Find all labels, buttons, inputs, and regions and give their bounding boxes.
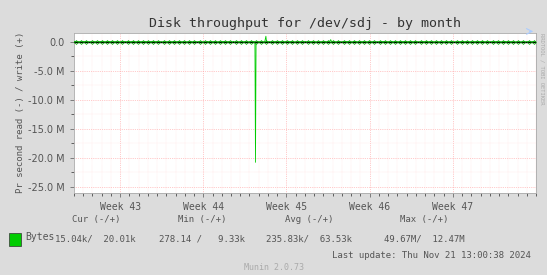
Text: Cur (-/+): Cur (-/+) [72,215,120,224]
Text: Munin 2.0.73: Munin 2.0.73 [243,263,304,272]
Text: Last update: Thu Nov 21 13:00:38 2024: Last update: Thu Nov 21 13:00:38 2024 [331,251,531,260]
Text: 278.14 /   9.33k: 278.14 / 9.33k [159,234,246,243]
Text: Min (-/+): Min (-/+) [178,215,226,224]
Text: Bytes: Bytes [25,232,55,241]
Text: 235.83k/  63.53k: 235.83k/ 63.53k [266,234,352,243]
Text: Max (-/+): Max (-/+) [400,215,448,224]
Text: RRDTOOL / TOBI OETIKER: RRDTOOL / TOBI OETIKER [539,33,544,104]
Text: 15.04k/  20.01k: 15.04k/ 20.01k [55,234,136,243]
Y-axis label: Pr second read (-) / write (+): Pr second read (-) / write (+) [16,32,25,193]
Text: 49.67M/  12.47M: 49.67M/ 12.47M [383,234,464,243]
Text: Avg (-/+): Avg (-/+) [285,215,333,224]
Title: Disk throughput for /dev/sdj - by month: Disk throughput for /dev/sdj - by month [149,17,461,31]
